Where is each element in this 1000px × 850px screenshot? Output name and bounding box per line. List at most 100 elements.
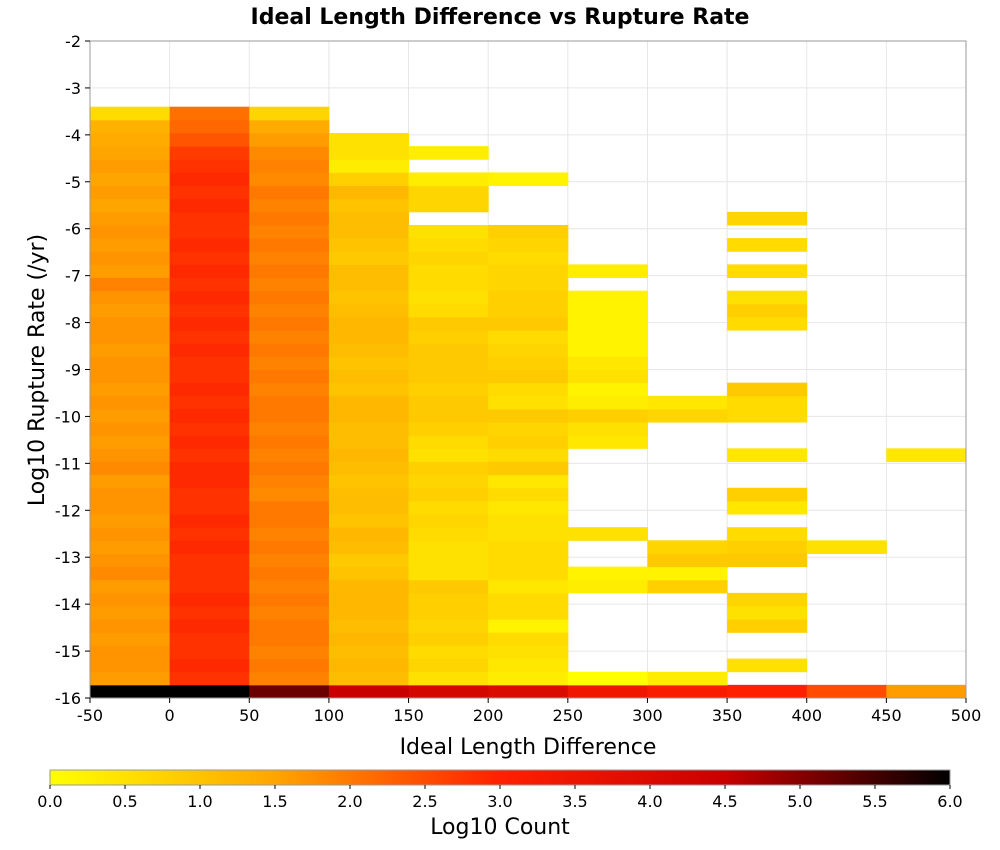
heatmap-cell [249,500,330,515]
heatmap-cell [567,395,648,410]
heatmap-cell [328,146,410,160]
heatmap-cell [249,146,330,160]
x-tick-label: -50 [77,706,103,725]
colorbar-tick-label: 2.0 [337,792,362,811]
heatmap-cell [169,303,250,318]
heatmap-cell [408,553,489,568]
heatmap-cell [249,671,330,686]
heatmap-cell [169,684,250,699]
heatmap-cell [169,369,250,384]
heatmap-cell [90,290,171,305]
heatmap-cell [488,474,569,489]
heatmap-cell [408,277,489,292]
heatmap-cell [328,132,410,147]
heatmap-cell [408,172,489,187]
heatmap-cell [567,527,648,541]
heatmap-cell [408,527,489,541]
heatmap-cell [328,566,410,581]
heatmap-cell [408,224,489,239]
heatmap-cell [90,369,171,384]
heatmap-cell [169,119,250,134]
heatmap-cell [249,277,330,292]
heatmap-cell [567,369,648,384]
heatmap-cell [408,606,489,620]
heatmap-cell [408,198,489,213]
heatmap-cell [647,579,728,594]
heatmap-cell [408,435,489,449]
heatmap-cell [169,645,250,660]
heatmap-cell [408,251,489,265]
heatmap-cell [567,356,648,370]
heatmap-cell [567,422,648,436]
heatmap-cell [408,619,489,633]
heatmap-cell [169,356,250,370]
heatmap-cell [249,106,330,121]
heatmap-cell [90,264,171,279]
heatmap-cell [408,238,489,252]
heatmap-cell [408,684,489,699]
x-tick-label: 250 [553,706,584,725]
heatmap-cell [488,408,569,423]
heatmap-cell [727,408,808,423]
heatmap-cell [90,343,171,357]
heatmap-cell [249,422,330,436]
heatmap-cell [727,448,808,462]
heatmap-cell [169,343,250,357]
colorbar-tick-label: 1.5 [262,792,287,811]
colorbar-ticks: 0.0 0.5 1.0 1.5 2.0 2.5 3.0 3.5 4.0 4.5 5.0 5.5 6.0 [37,785,963,811]
heatmap-cell [90,645,171,660]
heatmap-cell [328,264,410,279]
heatmap-cell [249,382,330,397]
heatmap-cell [567,382,648,397]
heatmap-cell [727,606,808,620]
heatmap-cell [169,290,250,305]
heatmap-cell [90,395,171,410]
heatmap-cell [328,303,410,318]
heatmap-cell [567,566,648,581]
heatmap-cell [408,316,489,331]
heatmap-cell [249,487,330,502]
y-tick-label: -11 [55,454,81,473]
x-tick-label: 400 [791,706,822,725]
heatmap-cell [249,356,330,370]
y-tick-label: -16 [55,689,81,708]
heatmap-cell [727,684,808,699]
heatmap-cell [408,185,489,200]
heatmap-cell [488,238,569,252]
heatmap-cell [169,159,250,173]
heatmap-cell [488,395,569,410]
x-tick-label: 300 [632,706,663,725]
colorbar-tick-label: 3.0 [487,792,512,811]
heatmap-cell [90,277,171,292]
heatmap-cell [408,303,489,318]
heatmap-cell [328,159,410,173]
heatmap-cell [169,382,250,397]
heatmap-cell [328,461,410,476]
heatmap-cell [727,500,808,515]
heatmap-cell [169,579,250,594]
heatmap-cell [328,356,410,370]
heatmap-cell [169,238,250,252]
heatmap-cell [567,330,648,344]
heatmap-cell [727,540,808,554]
heatmap-cell [488,435,569,449]
heatmap-cell [727,290,808,305]
heatmap-cell [90,316,171,331]
heatmap-cell [488,461,569,476]
heatmap-cell [169,487,250,502]
heatmap-cell [727,487,808,502]
heatmap-cell [408,382,489,397]
heatmap-cell [567,408,648,423]
heatmap-cell [169,592,250,607]
heatmap-cell [328,474,410,489]
heatmap-cell [488,619,569,633]
heatmap-cell [727,303,808,318]
heatmap-cell [408,645,489,660]
heatmap-cell [249,369,330,384]
heatmap-cell [408,658,489,673]
heatmap-cell [567,290,648,305]
heatmap-cell [727,395,808,410]
x-tick-label: 350 [712,706,743,725]
heatmap-cell [567,303,648,318]
heatmap-cell [169,461,250,476]
